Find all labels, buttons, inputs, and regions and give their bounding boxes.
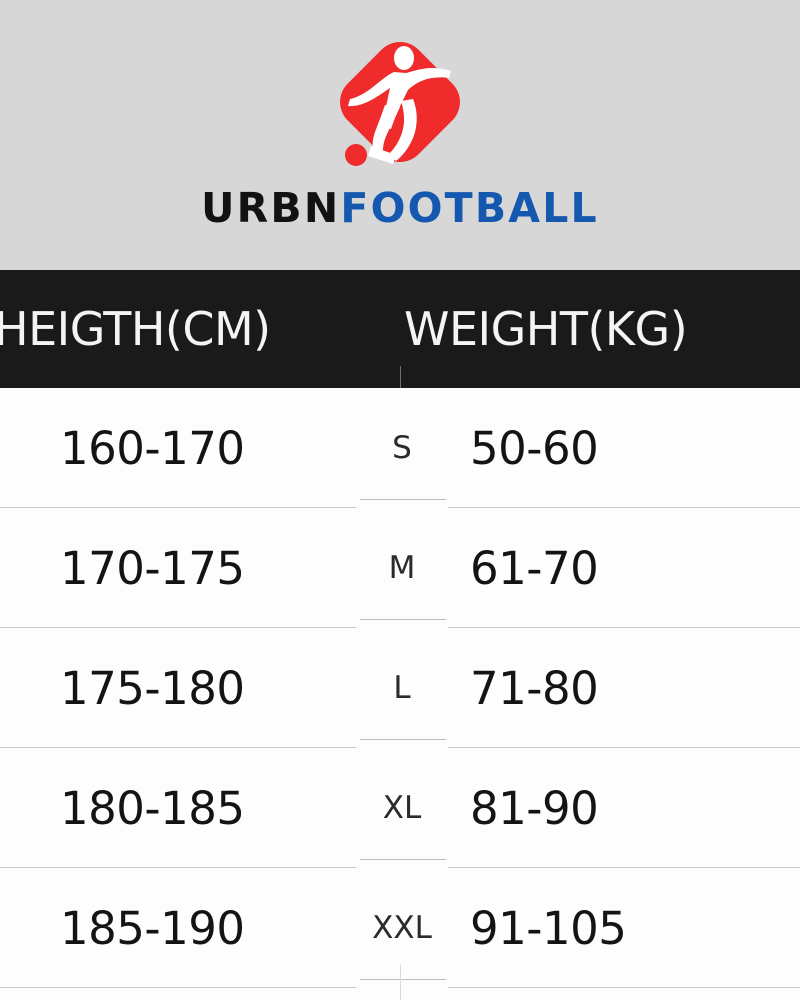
cell-size: S — [392, 430, 412, 466]
footer-column-tick — [400, 964, 401, 1000]
table-header-row: HEIGTH(CM) WEIGHT(KG) — [0, 270, 800, 388]
cell-size: M — [388, 550, 416, 586]
brand-header: URBNFOOTBALL — [0, 0, 800, 270]
wordmark-football: FOOTBALL — [340, 184, 599, 232]
brand-wordmark: URBNFOOTBALL — [0, 184, 800, 232]
row-divider-right — [448, 507, 800, 508]
cell-weight: 91-105 — [470, 901, 627, 955]
cell-weight: 50-60 — [470, 421, 599, 475]
football-player-diamond-logo-icon — [325, 28, 475, 180]
table-row: 175-180 L 71-80 — [0, 628, 800, 748]
row-divider-left — [0, 747, 356, 748]
cell-height: 185-190 — [60, 901, 245, 955]
cell-height: 175-180 — [60, 661, 245, 715]
row-divider-left — [0, 987, 356, 988]
cell-weight: 61-70 — [470, 541, 599, 595]
cell-height: 160-170 — [60, 421, 245, 475]
row-divider-center — [360, 619, 446, 620]
cell-size: XXL — [372, 910, 432, 946]
row-divider-right — [448, 867, 800, 868]
row-divider-right — [448, 627, 800, 628]
row-divider-right — [448, 747, 800, 748]
cell-height: 170-175 — [60, 541, 245, 595]
wordmark-urbn: URBN — [201, 184, 341, 232]
cell-weight: 81-90 — [470, 781, 599, 835]
cell-size: XL — [382, 790, 422, 826]
row-divider-right — [448, 987, 800, 988]
row-divider-left — [0, 507, 356, 508]
row-divider-center — [360, 739, 446, 740]
header-column-tick — [400, 366, 401, 388]
cell-height: 180-185 — [60, 781, 245, 835]
row-divider-left — [0, 867, 356, 868]
row-divider-center — [360, 979, 446, 980]
row-divider-center — [360, 499, 446, 500]
table-row: 170-175 M 61-70 — [0, 508, 800, 628]
column-header-weight: WEIGHT(KG) — [404, 302, 688, 356]
column-header-height: HEIGTH(CM) — [0, 302, 271, 356]
table-row: 160-170 S 50-60 — [0, 388, 800, 508]
table-row: 180-185 XL 81-90 — [0, 748, 800, 868]
row-divider-left — [0, 627, 356, 628]
cell-weight: 71-80 — [470, 661, 599, 715]
cell-size: L — [393, 670, 411, 706]
size-table-body: 160-170 S 50-60 170-175 M 61-70 175-180 … — [0, 388, 800, 1000]
row-divider-center — [360, 859, 446, 860]
